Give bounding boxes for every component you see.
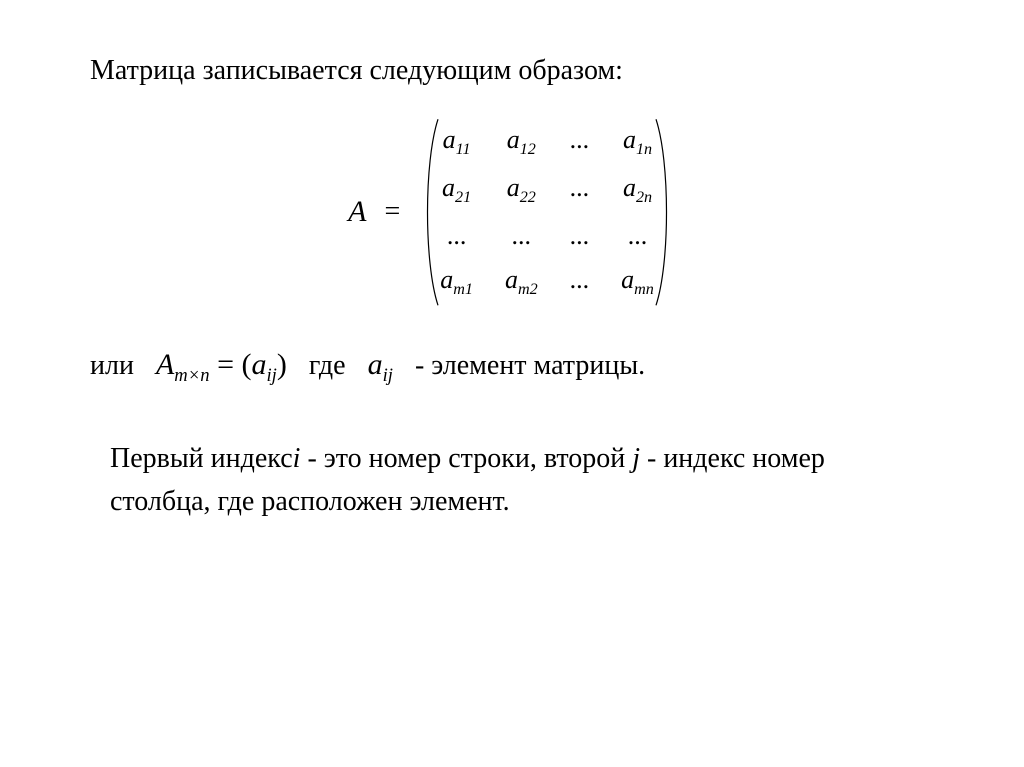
right-paren-icon xyxy=(652,117,676,308)
short-notation-line: или Am×n = (aij) где aij - элемент матри… xyxy=(90,348,934,387)
where-text: где xyxy=(309,350,346,382)
matrix-cell: a21 xyxy=(440,173,473,207)
heading-text: Матрица записывается следующим образом: xyxy=(90,55,934,87)
matrix-cell: ... xyxy=(570,173,590,207)
element-symbol: aij xyxy=(368,348,393,387)
matrix-cell: a2n xyxy=(621,173,654,207)
matrix-cell: a12 xyxy=(505,125,538,159)
short-notation-expr: Am×n = (aij) xyxy=(156,348,287,387)
matrix-cell: ... xyxy=(505,221,538,251)
left-paren-icon xyxy=(418,117,442,308)
index-explanation: Первый индексi - это номер строки, второ… xyxy=(90,437,934,524)
index-j: j xyxy=(632,443,640,474)
matrix-name: A xyxy=(348,195,366,229)
matrix-cell: a22 xyxy=(505,173,538,207)
matrix-cell: a1n xyxy=(621,125,654,159)
matrix-equation: A = a11 a12... a1n a21 a22... a2n............… xyxy=(90,117,934,308)
matrix-cell: am1 xyxy=(440,265,473,299)
element-description: - элемент матрицы. xyxy=(415,350,645,382)
matrix-cell: ... xyxy=(621,221,654,251)
matrix-cell: ... xyxy=(570,221,590,251)
matrix-cell: ... xyxy=(570,125,590,159)
matrix-cell: ... xyxy=(570,265,590,299)
matrix-grid: a11 a12... a1n a21 a22... a2n............ am1 a… xyxy=(440,125,654,300)
or-text: или xyxy=(90,350,134,382)
equals-sign: = xyxy=(384,196,400,228)
matrix-cell: a11 xyxy=(440,125,473,159)
matrix-body: a11 a12... a1n a21 a22... a2n............ am1 a… xyxy=(418,117,676,308)
matrix-cell: am2 xyxy=(505,265,538,299)
matrix-cell: ... xyxy=(440,221,473,251)
matrix-cell: amn xyxy=(621,265,654,299)
